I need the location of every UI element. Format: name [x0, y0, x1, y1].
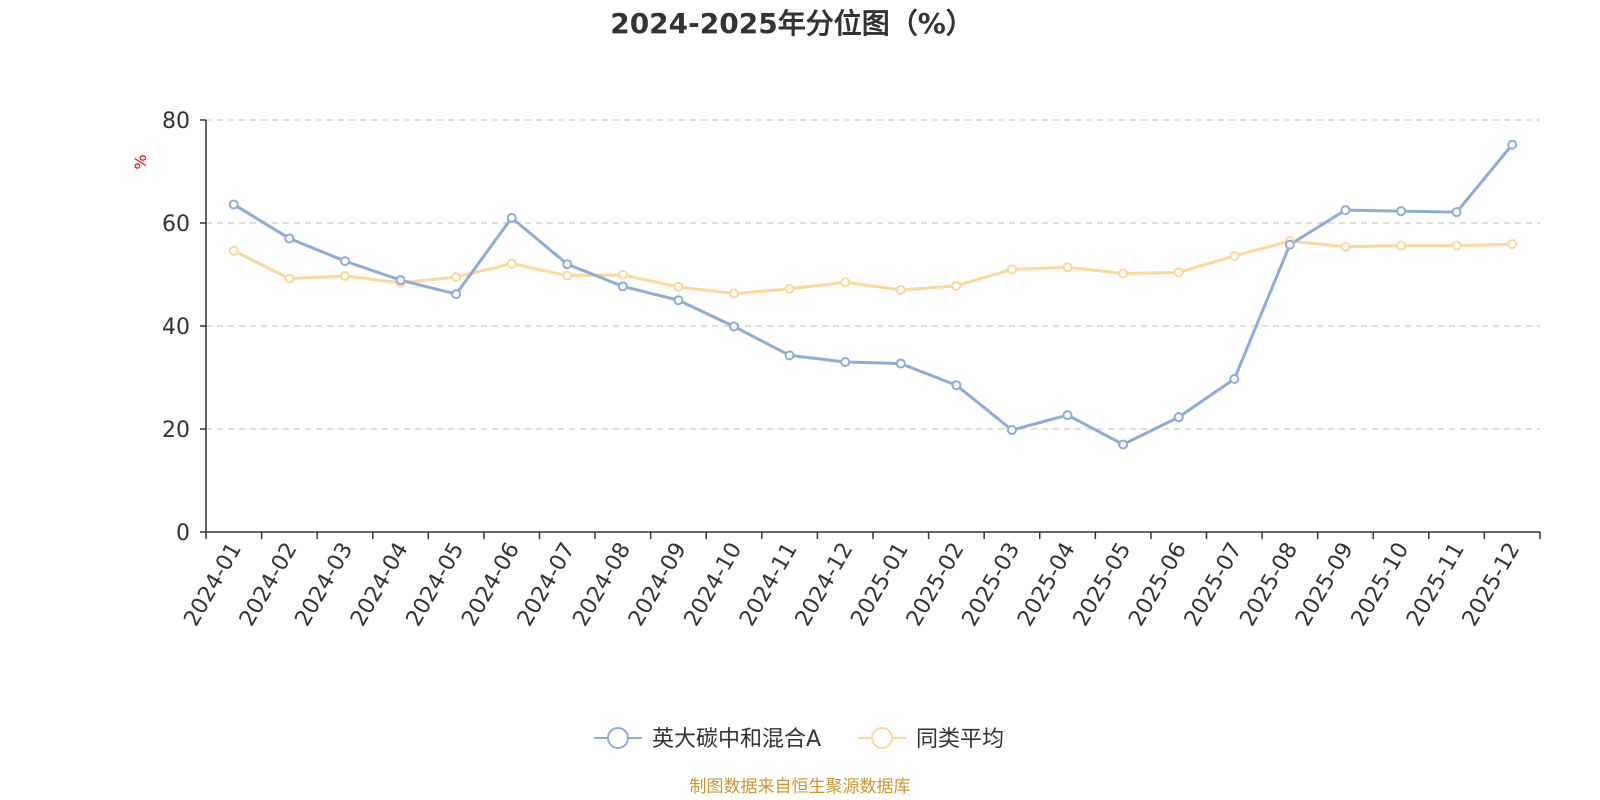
data-point-0[interactable] — [562, 259, 573, 270]
legend-label: 英大碳中和混合A — [652, 727, 821, 752]
data-point-1[interactable] — [451, 272, 462, 283]
data-point-1[interactable] — [1062, 262, 1073, 273]
data-point-1[interactable] — [673, 281, 684, 292]
data-point-1[interactable] — [895, 284, 906, 295]
data-point-1[interactable] — [284, 273, 295, 284]
data-point-1[interactable] — [617, 270, 628, 281]
y-tick-label: 0 — [176, 521, 190, 546]
axes — [200, 119, 1541, 539]
data-point-1[interactable] — [506, 258, 517, 269]
data-point-0[interactable] — [1229, 374, 1240, 385]
series-line-1 — [233, 239, 1513, 296]
legend-item-1[interactable]: 同类平均 — [858, 727, 1004, 752]
data-point-1[interactable] — [1006, 264, 1017, 275]
data-point-1[interactable] — [840, 277, 851, 288]
data-point-1[interactable] — [1340, 241, 1351, 252]
data-point-1[interactable] — [951, 280, 962, 291]
legend-marker — [607, 727, 629, 749]
data-point-1[interactable] — [1507, 239, 1518, 250]
data-point-0[interactable] — [1118, 439, 1129, 450]
data-point-0[interactable] — [1507, 139, 1518, 150]
data-point-0[interactable] — [895, 358, 906, 369]
data-point-1[interactable] — [228, 245, 239, 256]
series-group — [228, 139, 1518, 450]
legend-marker — [871, 727, 893, 749]
data-point-0[interactable] — [284, 233, 295, 244]
legend-label: 同类平均 — [916, 727, 1004, 752]
data-point-0[interactable] — [617, 281, 628, 292]
data-point-0[interactable] — [729, 321, 740, 332]
data-point-1[interactable] — [1451, 240, 1462, 251]
y-tick-label: 60 — [162, 212, 190, 237]
data-point-0[interactable] — [673, 295, 684, 306]
data-point-0[interactable] — [1451, 207, 1462, 218]
y-tick-label: 40 — [162, 315, 190, 340]
data-point-0[interactable] — [1006, 425, 1017, 436]
legend-item-0[interactable]: 英大碳中和混合A — [594, 727, 821, 752]
data-point-0[interactable] — [1340, 205, 1351, 216]
data-point-0[interactable] — [451, 289, 462, 300]
data-point-0[interactable] — [1396, 206, 1407, 217]
legend: 英大碳中和混合A 同类平均 — [594, 727, 1004, 752]
data-point-0[interactable] — [1284, 239, 1295, 250]
data-point-0[interactable] — [395, 275, 406, 286]
data-point-1[interactable] — [339, 271, 350, 282]
grid-lines — [206, 119, 1540, 430]
series-line-0 — [233, 143, 1514, 446]
data-point-0[interactable] — [1173, 412, 1184, 423]
data-point-1[interactable] — [1396, 240, 1407, 251]
data-point-0[interactable] — [339, 256, 350, 267]
y-tick-label: 20 — [162, 418, 190, 443]
data-point-0[interactable] — [840, 357, 851, 368]
data-point-0[interactable] — [228, 199, 239, 210]
data-point-1[interactable] — [784, 283, 795, 294]
data-point-1[interactable] — [729, 288, 740, 299]
y-tick-labels: 0 20 40 60 80 — [162, 109, 190, 546]
data-point-1[interactable] — [1229, 250, 1240, 261]
data-point-1[interactable] — [1118, 268, 1129, 279]
y-axis-unit-label: % — [131, 154, 150, 169]
x-tick-labels: 2024-012024-022024-032024-042024-052024-… — [179, 539, 1525, 631]
chart-title: 2024-2025年分位图（%） — [610, 7, 974, 40]
data-point-0[interactable] — [784, 350, 795, 361]
data-point-1[interactable] — [562, 270, 573, 281]
data-point-0[interactable] — [1062, 410, 1073, 421]
data-source-note: 制图数据来自恒生聚源数据库 — [690, 777, 911, 797]
y-tick-label: 80 — [162, 109, 190, 134]
data-point-1[interactable] — [1173, 267, 1184, 278]
data-point-0[interactable] — [951, 380, 962, 391]
data-point-0[interactable] — [506, 212, 517, 223]
